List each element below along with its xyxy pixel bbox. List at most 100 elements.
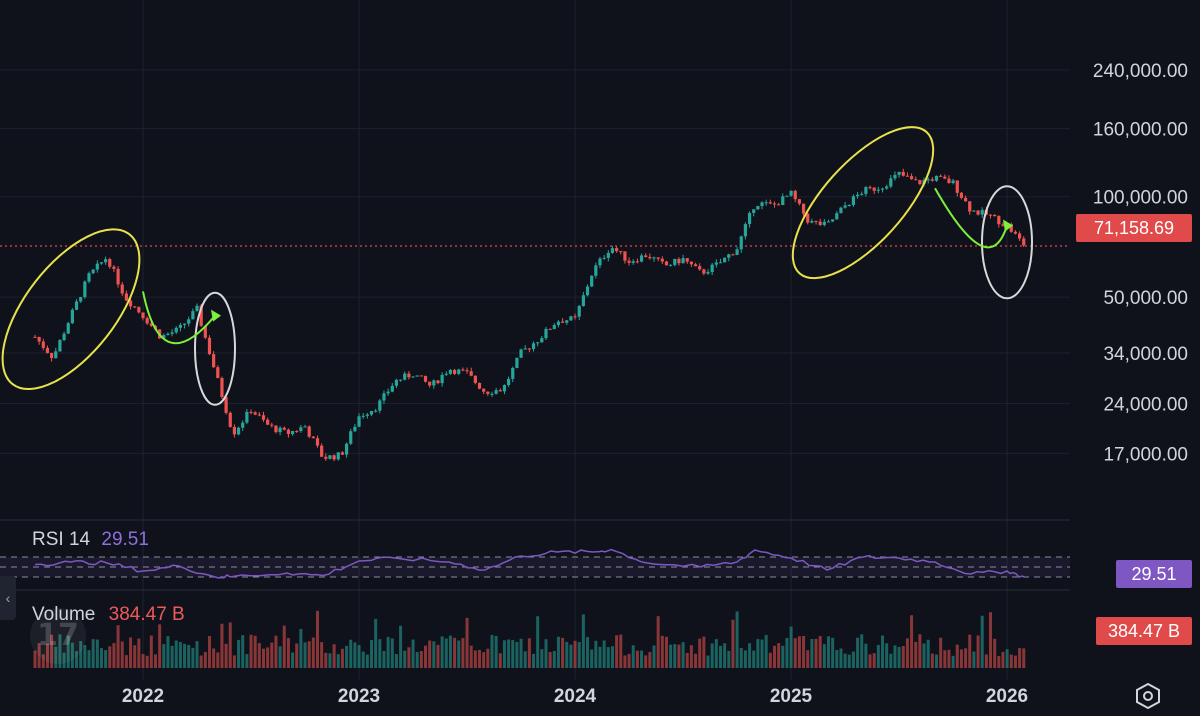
candle-body (606, 252, 610, 258)
volume-bar (1022, 648, 1026, 668)
candle-body (561, 321, 565, 323)
rsi-band-fill (0, 557, 1070, 577)
rsi-legend[interactable]: RSI 14 29.51 (32, 529, 149, 551)
volume-bar (822, 644, 826, 668)
candle-body (195, 305, 199, 312)
volume-bar (548, 652, 552, 668)
candle-body (698, 266, 702, 270)
candle-body (236, 427, 241, 435)
candle-body (216, 367, 220, 378)
time-tick-label: 2022 (122, 686, 164, 707)
volume-bar (133, 645, 137, 668)
volume-bar (332, 644, 336, 668)
candle-body (997, 216, 1001, 225)
candle-body (552, 325, 556, 330)
candle-body (182, 323, 187, 325)
candle-body (822, 221, 826, 225)
candle-body (290, 431, 295, 435)
candle-body (394, 379, 399, 386)
volume-bar (108, 646, 112, 668)
candle-body (531, 343, 536, 350)
candle-body (390, 385, 394, 392)
candle-body (747, 212, 752, 225)
rsi-label: RSI (32, 529, 64, 550)
volume-bar (62, 652, 66, 668)
candle-body (270, 424, 274, 426)
volume-bar (486, 648, 490, 668)
candle-body (62, 333, 66, 341)
volume-bar (70, 642, 74, 668)
candle-body (789, 190, 793, 196)
rsi-value: 29.51 (101, 529, 149, 550)
candle-body (677, 258, 681, 264)
volume-bar (972, 651, 976, 668)
volume-bar (669, 644, 673, 668)
volume-bar (856, 637, 860, 668)
candle-body (511, 367, 515, 379)
candle-body (826, 221, 831, 223)
candle-body (257, 414, 261, 416)
volume-bar (772, 645, 776, 668)
candle-body (739, 236, 743, 250)
collapse-panel-tab[interactable]: ‹ (0, 576, 16, 620)
candle-body (320, 445, 324, 457)
volume-bar (237, 639, 241, 668)
volume-bar (415, 651, 419, 668)
candle-body (585, 286, 590, 296)
candle-body (1001, 224, 1005, 226)
candle-body (656, 257, 660, 259)
candle-body (212, 354, 216, 368)
volume-bar (83, 645, 87, 668)
candle-body (79, 297, 83, 302)
volume-bar (640, 650, 644, 668)
rsi-band (0, 556, 1070, 578)
settings-icon[interactable] (1134, 682, 1162, 710)
volume-bar (116, 625, 120, 668)
candle-body (644, 255, 648, 257)
volume-bar (544, 639, 548, 668)
candle-body (843, 205, 847, 208)
volume-bar (390, 638, 394, 668)
candle-body (951, 180, 955, 184)
candle-body (689, 261, 693, 265)
time-tick-label: 2024 (554, 686, 597, 707)
volume-legend[interactable]: Volume 384.47 B (32, 604, 185, 626)
candle-body (918, 180, 922, 185)
volume-bar (324, 652, 328, 668)
candle-body (465, 370, 469, 372)
volume-bar (270, 642, 274, 668)
volume-bar (623, 655, 627, 668)
volume-bar (727, 650, 731, 668)
volume-bar (868, 654, 872, 668)
volume-bar (876, 645, 880, 668)
volume-bar (793, 638, 797, 668)
candle-body (178, 324, 183, 328)
volume-bar (735, 611, 739, 668)
candle-body (311, 436, 315, 439)
candlestick-series (33, 168, 1026, 462)
price-tick-label: 240,000.00 (1093, 61, 1188, 82)
volume-bar (444, 638, 448, 668)
candle-body (141, 312, 145, 319)
volume-bar (573, 640, 577, 668)
volume-bar (494, 635, 498, 668)
candle-body (1009, 224, 1013, 232)
candle-body (635, 261, 639, 263)
candle-body (681, 258, 685, 264)
candle-body (369, 411, 374, 415)
candle-body (868, 187, 872, 189)
volume-bar (349, 639, 353, 668)
volume-bar (79, 641, 83, 668)
rsi-length: 14 (68, 529, 91, 550)
volume-bar (785, 637, 789, 668)
volume-bar (75, 651, 79, 668)
volume-bar (382, 650, 386, 668)
candle-body (74, 301, 79, 310)
candle-body (855, 194, 860, 197)
volume-bar (207, 636, 211, 668)
volume-bar (677, 644, 681, 668)
candle-body (590, 275, 594, 287)
volume-bar (606, 647, 610, 668)
candle-body (448, 369, 453, 374)
